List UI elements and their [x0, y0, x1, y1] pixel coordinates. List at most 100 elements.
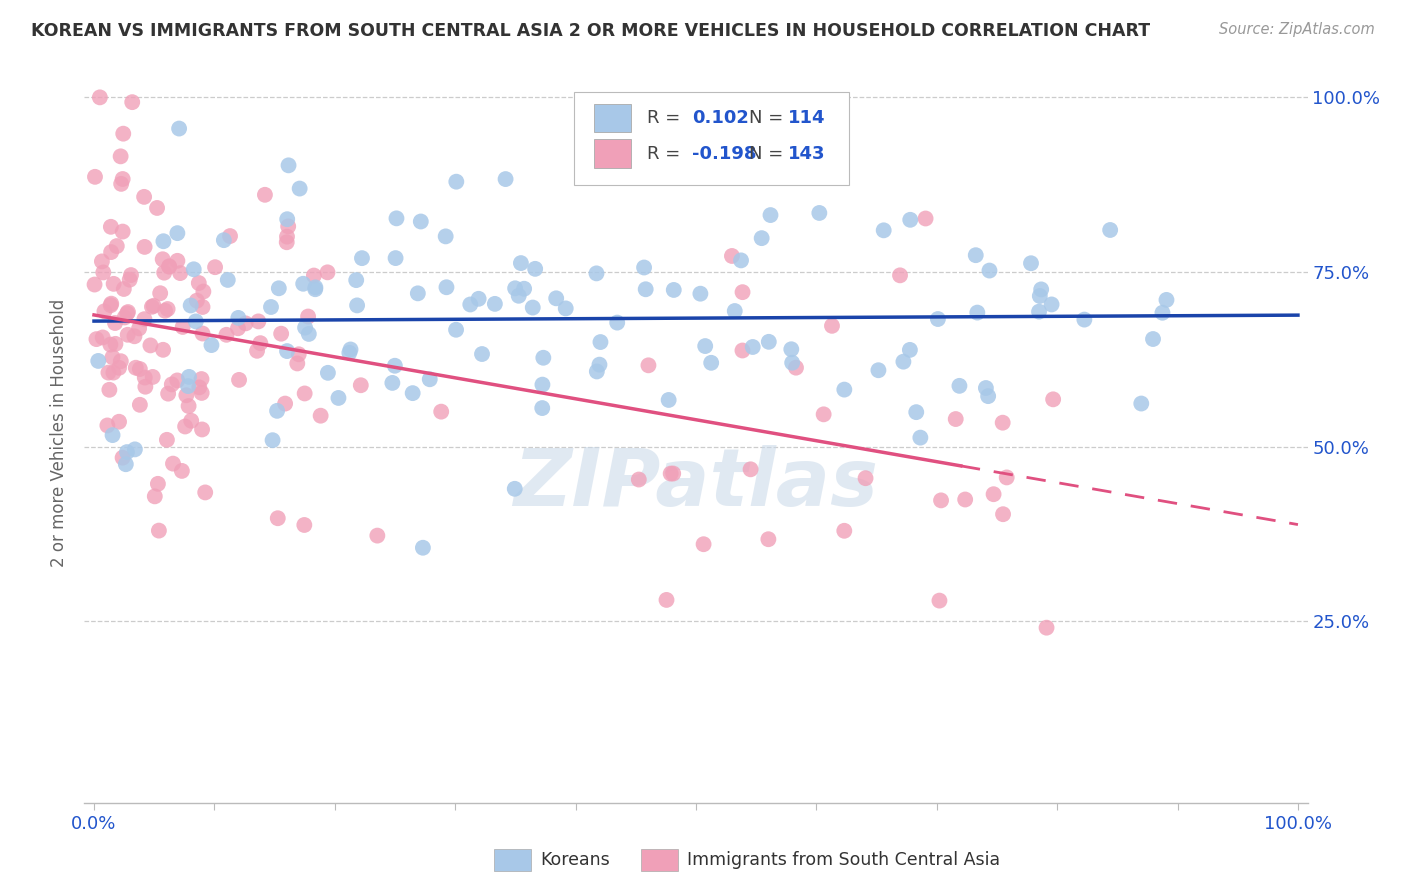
FancyBboxPatch shape — [595, 103, 631, 132]
Point — [98, 383, 121, 397]
Point — [87, 354, 110, 368]
Point — [741, 340, 763, 354]
Text: ZIPatlas: ZIPatlas — [513, 445, 879, 524]
Point — [292, 518, 315, 533]
Point — [277, 158, 299, 172]
Point — [110, 149, 132, 163]
Point — [316, 265, 339, 279]
Point — [662, 283, 685, 297]
Point — [1040, 297, 1063, 311]
Point — [780, 343, 803, 357]
Point — [316, 366, 339, 380]
Point — [662, 467, 685, 481]
Point — [780, 356, 803, 370]
Point — [1156, 293, 1178, 307]
Point — [419, 372, 441, 386]
Point — [350, 378, 373, 392]
Point — [267, 511, 290, 525]
Point — [384, 251, 406, 265]
Point — [105, 239, 128, 253]
Point — [277, 219, 299, 234]
Point — [288, 181, 311, 195]
Text: R =: R = — [647, 145, 681, 162]
Point — [658, 392, 681, 407]
Point — [128, 398, 150, 412]
Point — [910, 431, 932, 445]
Point — [108, 360, 131, 375]
Point — [184, 314, 207, 328]
Point — [808, 206, 831, 220]
Point — [889, 268, 911, 283]
Point — [292, 277, 315, 291]
Point — [134, 312, 156, 326]
Point — [152, 234, 174, 248]
Point — [118, 273, 141, 287]
Point — [266, 404, 288, 418]
Point — [186, 293, 208, 308]
Point — [546, 291, 568, 305]
Point — [219, 229, 242, 244]
Point — [1142, 332, 1164, 346]
Point — [991, 507, 1014, 521]
Point — [1028, 304, 1050, 318]
Text: 143: 143 — [787, 145, 825, 162]
Point — [758, 533, 780, 547]
Point — [111, 450, 134, 465]
Point — [142, 299, 165, 313]
Point — [384, 359, 406, 373]
Point — [117, 327, 139, 342]
Point — [509, 256, 531, 270]
Point — [297, 310, 319, 324]
Point — [156, 301, 179, 316]
Text: 0.102: 0.102 — [692, 109, 749, 127]
Point — [759, 208, 782, 222]
Point — [188, 380, 211, 394]
Point — [128, 362, 150, 376]
Point — [83, 277, 105, 292]
Point — [270, 326, 292, 341]
Point — [304, 282, 326, 296]
Point — [554, 301, 576, 316]
Point — [112, 127, 135, 141]
Point — [588, 358, 610, 372]
Point — [114, 457, 136, 471]
Text: Immigrants from South Central Asia: Immigrants from South Central Asia — [688, 851, 1001, 869]
Point — [101, 350, 124, 364]
Point — [1130, 396, 1153, 410]
FancyBboxPatch shape — [641, 848, 678, 871]
Point — [235, 317, 257, 331]
Point — [914, 211, 936, 226]
Point — [945, 412, 967, 426]
Point — [262, 433, 284, 447]
Point — [246, 343, 269, 358]
Point — [226, 321, 249, 335]
Point — [905, 405, 928, 419]
Text: -0.198: -0.198 — [692, 145, 756, 162]
Point — [751, 231, 773, 245]
Point — [153, 266, 176, 280]
Point — [104, 316, 127, 330]
Point — [274, 396, 297, 410]
Point — [731, 285, 754, 300]
Point — [134, 380, 156, 394]
Point — [177, 399, 200, 413]
Text: Koreans: Koreans — [541, 851, 610, 869]
Point — [204, 260, 226, 275]
Text: KOREAN VS IMMIGRANTS FROM SOUTH CENTRAL ASIA 2 OR MORE VEHICLES IN HOUSEHOLD COR: KOREAN VS IMMIGRANTS FROM SOUTH CENTRAL … — [31, 22, 1150, 40]
Point — [444, 323, 467, 337]
Point — [125, 360, 148, 375]
Point — [627, 473, 650, 487]
FancyBboxPatch shape — [595, 139, 631, 168]
Point — [700, 356, 723, 370]
Point — [337, 346, 360, 360]
Point — [146, 476, 169, 491]
Point — [522, 301, 544, 315]
Point — [898, 212, 921, 227]
Point — [152, 252, 174, 267]
Text: N =: N = — [748, 109, 783, 127]
Point — [287, 347, 309, 361]
Point — [153, 303, 176, 318]
Point — [893, 354, 915, 368]
Point — [304, 280, 326, 294]
Point — [785, 360, 807, 375]
